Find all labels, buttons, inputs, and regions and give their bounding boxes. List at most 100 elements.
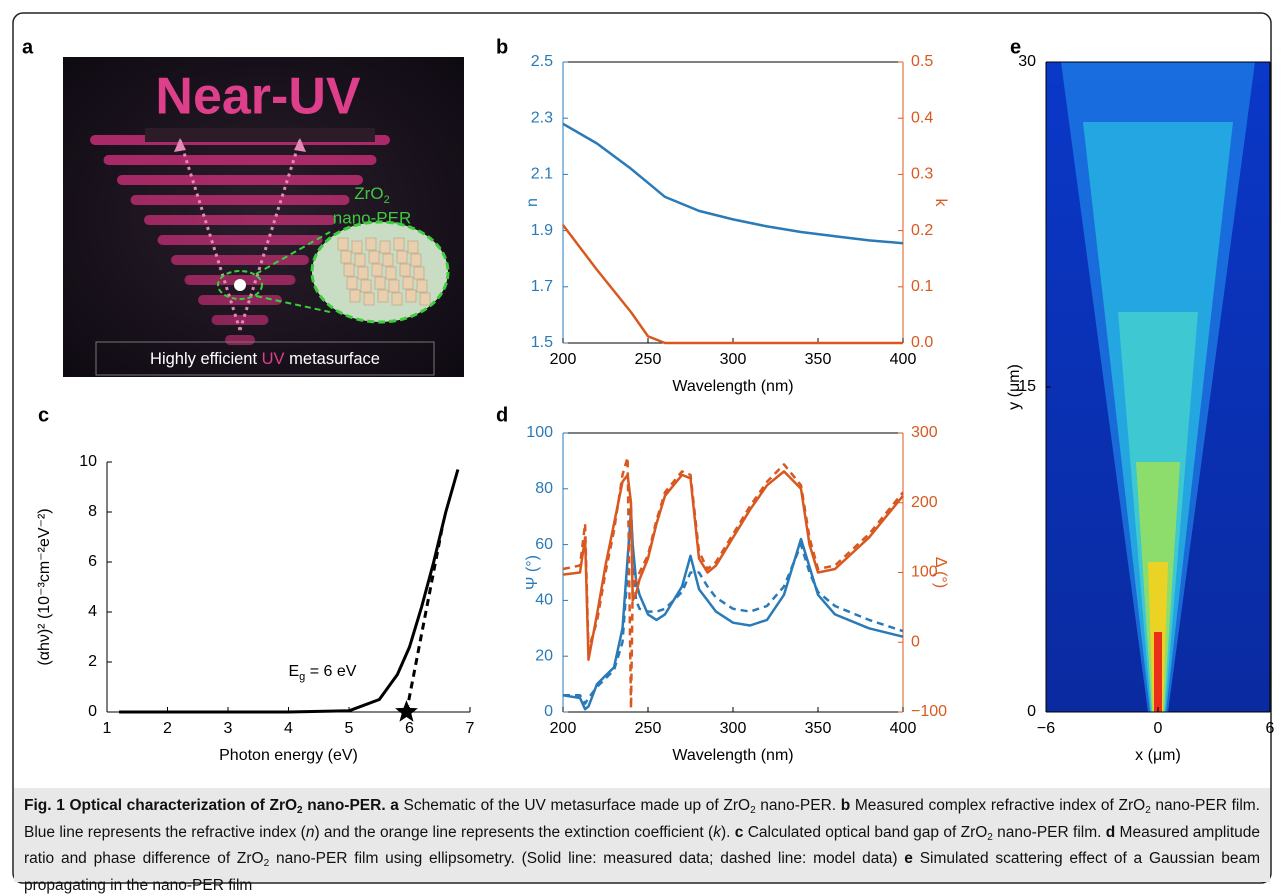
schematic-title: Near-UV xyxy=(155,68,360,126)
pillar xyxy=(350,290,360,302)
stripe xyxy=(171,255,309,265)
annotation: Eg = 6 eV xyxy=(289,663,357,683)
y-tick-label: 0 xyxy=(88,703,97,720)
x-tick-label: 6 xyxy=(1266,720,1275,737)
caption-text: Calculated optical band gap of ZrO xyxy=(743,824,987,841)
y-tick-label: 2.5 xyxy=(531,53,553,70)
pillar xyxy=(400,264,410,276)
x-tick-label: 400 xyxy=(890,720,917,737)
panel-a: Near-UV ZrO2 nano-PER Highly efficient U… xyxy=(63,57,464,377)
x-tick-label: 350 xyxy=(805,720,832,737)
x-tick-label: 400 xyxy=(890,351,917,368)
y2-axis-label: Δ (°) xyxy=(932,557,949,588)
y2-tick-label: 300 xyxy=(911,424,938,441)
pillar xyxy=(364,293,374,305)
y-tick-label: 1.7 xyxy=(531,278,553,295)
y2-tick-label: 0.5 xyxy=(911,53,933,70)
y-tick-label: 2 xyxy=(88,653,97,670)
pillar xyxy=(366,238,376,250)
y2-tick-label: 0.1 xyxy=(911,278,933,295)
y-tick-label: 6 xyxy=(88,553,97,570)
y-axis-label: y (μm) xyxy=(1006,364,1023,410)
pillar xyxy=(344,264,354,276)
line xyxy=(407,525,443,713)
y-axis-label: (αhν)² (10⁻³cm⁻²eV⁻²) xyxy=(36,508,53,665)
y-tick-label: 2.3 xyxy=(531,109,553,126)
y-tick-label: 30 xyxy=(1018,53,1036,70)
y-axis-label: n xyxy=(524,198,541,207)
pillar xyxy=(394,238,404,250)
stripe xyxy=(104,155,377,165)
caption-text: e xyxy=(904,850,913,867)
x-tick-label: 200 xyxy=(550,720,577,737)
y2-tick-label: 0.0 xyxy=(911,334,933,351)
pillar xyxy=(403,277,413,289)
x-tick-label: 7 xyxy=(466,720,475,737)
x-tick-label: 200 xyxy=(550,351,577,368)
page: Near-UV ZrO2 nano-PER Highly efficient U… xyxy=(0,0,1284,896)
stripe xyxy=(131,195,350,205)
caption-text: nano-PER film using ellipsometry. (Solid… xyxy=(269,850,904,867)
caption-text: Schematic of the UV metasurface made up … xyxy=(399,797,750,814)
y-tick-label: 0 xyxy=(1027,703,1036,720)
x-axis-label: Wavelength (nm) xyxy=(672,378,793,395)
stripe xyxy=(225,335,255,345)
pillar xyxy=(411,254,421,266)
caption-text: nano-PER. a xyxy=(303,797,399,814)
x-tick-label: 300 xyxy=(720,720,747,737)
panel-label: a xyxy=(22,36,34,58)
pillar xyxy=(397,251,407,263)
pillar xyxy=(392,293,402,305)
y-tick-label: 4 xyxy=(88,603,97,620)
x-tick-label: 250 xyxy=(635,351,662,368)
panel-label: b xyxy=(496,36,508,58)
line xyxy=(563,457,903,708)
annotation-text: E xyxy=(289,663,300,680)
line xyxy=(563,124,903,243)
x-tick-label: 6 xyxy=(405,720,414,737)
x-tick-label: 5 xyxy=(345,720,354,737)
pillar xyxy=(375,277,385,289)
y-tick-label: 20 xyxy=(535,647,553,664)
x-tick-label: 1 xyxy=(103,720,112,737)
panel-label: d xyxy=(496,404,508,426)
marker xyxy=(395,700,418,722)
panel-label: c xyxy=(38,404,49,426)
y-tick-label: 40 xyxy=(535,592,553,609)
line xyxy=(563,225,903,343)
pillar xyxy=(338,238,348,250)
pillar xyxy=(380,241,390,253)
y-tick-label: 1.5 xyxy=(531,334,553,351)
pillar xyxy=(369,251,379,263)
y2-axis-label: k xyxy=(932,199,949,208)
caption-text: d xyxy=(1106,824,1115,841)
caption-text: nano-PER film. xyxy=(993,824,1106,841)
y-tick-label: 100 xyxy=(526,424,553,441)
stripe xyxy=(117,175,363,185)
x-axis-label: x (μm) xyxy=(1135,747,1181,764)
x-tick-label: 0 xyxy=(1154,720,1163,737)
pillar xyxy=(352,241,362,253)
pillar xyxy=(417,280,427,292)
pillar xyxy=(341,251,351,263)
y-axis-label: Ψ (°) xyxy=(524,555,541,590)
y2-tick-label: 0.4 xyxy=(911,109,933,126)
caption-text: ). xyxy=(721,824,735,841)
caption-text: b xyxy=(841,797,850,814)
x-tick-label: 4 xyxy=(284,720,293,737)
x-tick-label: −6 xyxy=(1037,720,1055,737)
y-tick-label: 2.1 xyxy=(531,166,553,183)
y-tick-label: 1.9 xyxy=(531,222,553,239)
pillar xyxy=(389,280,399,292)
stripe xyxy=(212,315,269,325)
caption-text: Measured complex refractive index of ZrO xyxy=(850,797,1145,814)
x-axis-label: Photon energy (eV) xyxy=(219,747,358,764)
y-tick-label: 10 xyxy=(79,453,97,470)
focus-spot xyxy=(234,279,246,291)
y2-tick-label: 0.2 xyxy=(911,222,933,239)
line xyxy=(563,471,903,659)
pillar xyxy=(347,277,357,289)
y-tick-label: 80 xyxy=(535,480,553,497)
x-tick-label: 3 xyxy=(224,720,233,737)
pillar xyxy=(383,254,393,266)
